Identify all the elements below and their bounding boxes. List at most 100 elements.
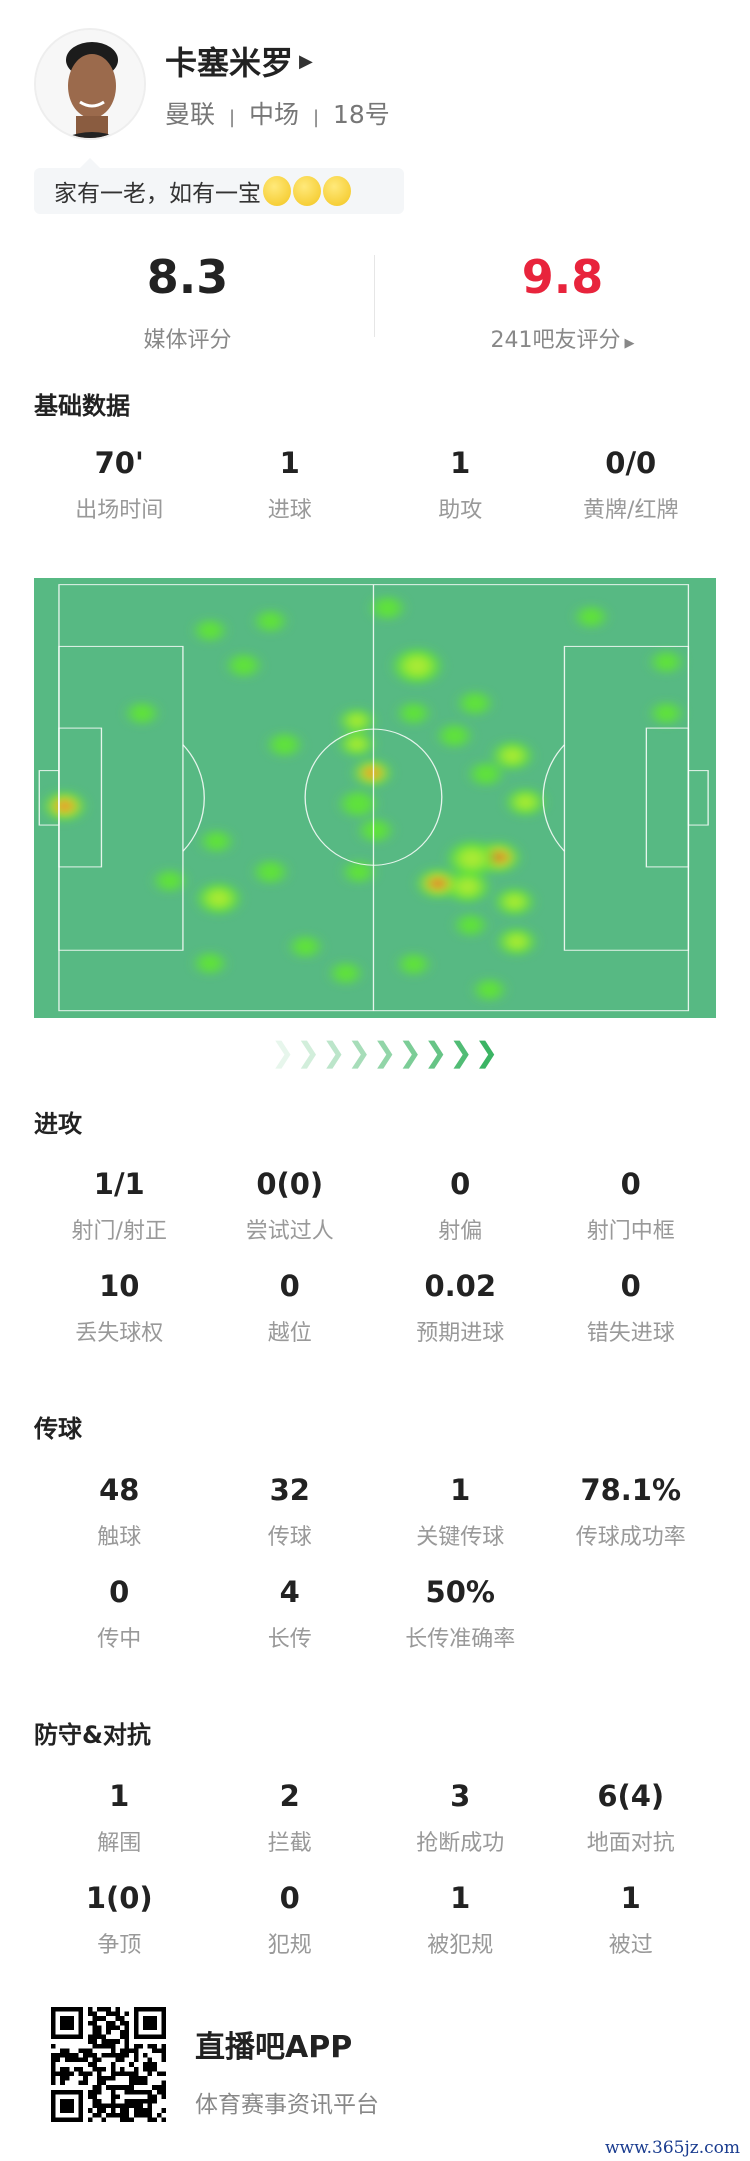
stat-label: 进球	[267, 498, 312, 523]
stat-label: 尝试过人	[245, 1219, 334, 1244]
stat-value: 1	[279, 446, 300, 480]
stat-cell: 32 传球	[205, 1473, 376, 1551]
stat-cell: 1 助攻	[375, 446, 546, 524]
basic-stats: 70' 出场时间 1 进球 1 助攻 0/0 黄牌/红牌	[34, 446, 716, 524]
heatmap-spot-hot	[58, 801, 72, 812]
emoji-icon	[323, 176, 351, 206]
stat-cell: 0/0 黄牌/红牌	[546, 446, 717, 524]
stat-cell: 48 触球	[34, 1473, 205, 1551]
heatmap-spot-core	[515, 794, 536, 810]
heatmap-spot	[400, 703, 427, 724]
heatmap-spot	[653, 652, 680, 672]
stat-cell: 4 长传	[205, 1575, 376, 1653]
separator: |	[228, 107, 236, 128]
heatmap-spot	[156, 870, 183, 891]
player-meta: 曼联 | 中场 | 18号	[165, 95, 390, 131]
app-name: 直播吧APP	[195, 2030, 353, 2065]
stat-label: 拦截	[267, 1831, 312, 1856]
media-rating: 8.3 媒体评分	[0, 250, 375, 354]
stat-label: 错失进球	[586, 1321, 675, 1346]
stat-label: 射门/射正	[71, 1219, 167, 1244]
stat-value: 50%	[425, 1575, 495, 1609]
stat-value: 2	[279, 1779, 300, 1813]
heatmap-pitch	[34, 578, 716, 1018]
section-title-defense: 防守&对抗	[34, 1721, 151, 1749]
stat-label: 射门中框	[586, 1219, 675, 1244]
stat-label: 地面对抗	[586, 1831, 675, 1856]
heatmap-spot	[203, 831, 230, 852]
stat-cell: 10 丢失球权	[34, 1269, 205, 1347]
passing-stats: 48 触球 32 传球 1 关键传球 78.1% 传球成功率 0 传中 4 长传 50% 长传准确率	[34, 1473, 716, 1653]
stat-label: 传球成功率	[575, 1525, 686, 1550]
caret-right-icon: ▶	[299, 50, 313, 72]
stat-value: 0/0	[605, 446, 657, 480]
player-avatar	[34, 28, 146, 140]
stat-value: 0	[279, 1269, 300, 1303]
stat-value: 1	[450, 446, 471, 480]
chevron-right-icon: ❯	[398, 1036, 422, 1069]
pitch-background	[34, 578, 716, 1018]
watermark: www.365jz.com	[605, 2138, 740, 2158]
stat-label: 抢断成功	[416, 1831, 505, 1856]
pitch-lines	[38, 584, 709, 1012]
stat-label: 长传准确率	[405, 1627, 516, 1652]
stat-label: 长传	[267, 1627, 312, 1652]
stat-value: 0.02	[424, 1269, 497, 1303]
stat-value: 48	[99, 1473, 140, 1507]
comment-text: 家有一老，如有一宝	[54, 181, 261, 207]
chevron-right-icon: ❯	[347, 1036, 371, 1069]
heatmap-spot	[229, 654, 258, 676]
stat-cell: 1/1 射门/射正	[34, 1167, 205, 1245]
player-photo	[36, 30, 144, 138]
chevron-right-icon: ❯	[423, 1036, 448, 1069]
heatmap-spot-hot	[431, 878, 445, 889]
stat-cell: 1 进球	[205, 446, 376, 524]
heatmap-spot	[440, 725, 469, 747]
stat-value: 1(0)	[85, 1881, 153, 1915]
stat-label: 被过	[608, 1933, 653, 1958]
stat-label: 犯规	[267, 1933, 312, 1958]
heatmap-spot-core	[504, 894, 525, 910]
qr-code[interactable]	[51, 2007, 166, 2122]
stat-value: 0(0)	[256, 1167, 324, 1201]
heatmap-spot	[578, 606, 605, 627]
fan-rating[interactable]: 9.8 241吧友评分 ▶	[375, 250, 750, 354]
heatmap-spot	[476, 979, 503, 1000]
heatmap-spot-core	[207, 889, 231, 908]
chevron-right-icon: ❯	[372, 1036, 397, 1069]
stat-label: 射偏	[438, 1219, 483, 1244]
heatmap-spot-core	[347, 714, 366, 728]
stat-value: 4	[279, 1575, 300, 1609]
separator: |	[312, 107, 320, 128]
comment-bubble: 家有一老，如有一宝	[34, 158, 404, 214]
fan-score: 9.8	[521, 250, 604, 304]
emoji-icon	[293, 176, 321, 206]
stat-cell: 0 射门中框	[546, 1167, 717, 1245]
stat-cell: 0 越位	[205, 1269, 376, 1347]
chevron-right-icon: ❯	[474, 1036, 499, 1069]
section-title-basic: 基础数据	[34, 392, 130, 420]
stat-cell: 0 射偏	[375, 1167, 546, 1245]
attack-stats: 1/1 射门/射正 0(0) 尝试过人 0 射偏 0 射门中框 10 丢失球权 0 越位 0.02 预期进…	[34, 1167, 716, 1347]
stat-cell: 0 错失进球	[546, 1269, 717, 1347]
heatmap-spot	[129, 703, 156, 724]
stat-value: 0	[109, 1575, 130, 1609]
stat-value: 0	[620, 1167, 641, 1201]
stat-cell: 1 解围	[34, 1779, 205, 1857]
heatmap-spot	[472, 763, 501, 785]
heatmap-spot	[257, 611, 284, 632]
stat-label: 争顶	[97, 1933, 142, 1958]
player-name: 卡塞米罗	[165, 44, 294, 82]
stat-cell: 0.02 预期进球	[375, 1269, 546, 1347]
stat-value: 1/1	[93, 1167, 145, 1201]
chevron-right-icon: ❯	[449, 1036, 473, 1069]
player-number: 18号	[333, 100, 390, 129]
heatmap-spot	[457, 915, 484, 935]
player-name-link[interactable]: 卡塞米罗 ▶	[165, 38, 313, 84]
stat-value: 0	[450, 1167, 471, 1201]
stat-label: 传中	[97, 1627, 142, 1652]
stat-value: 3	[450, 1779, 471, 1813]
heatmap-spot	[345, 861, 373, 882]
stat-cell: 50% 长传准确率	[375, 1575, 546, 1653]
stat-value: 10	[99, 1269, 140, 1303]
